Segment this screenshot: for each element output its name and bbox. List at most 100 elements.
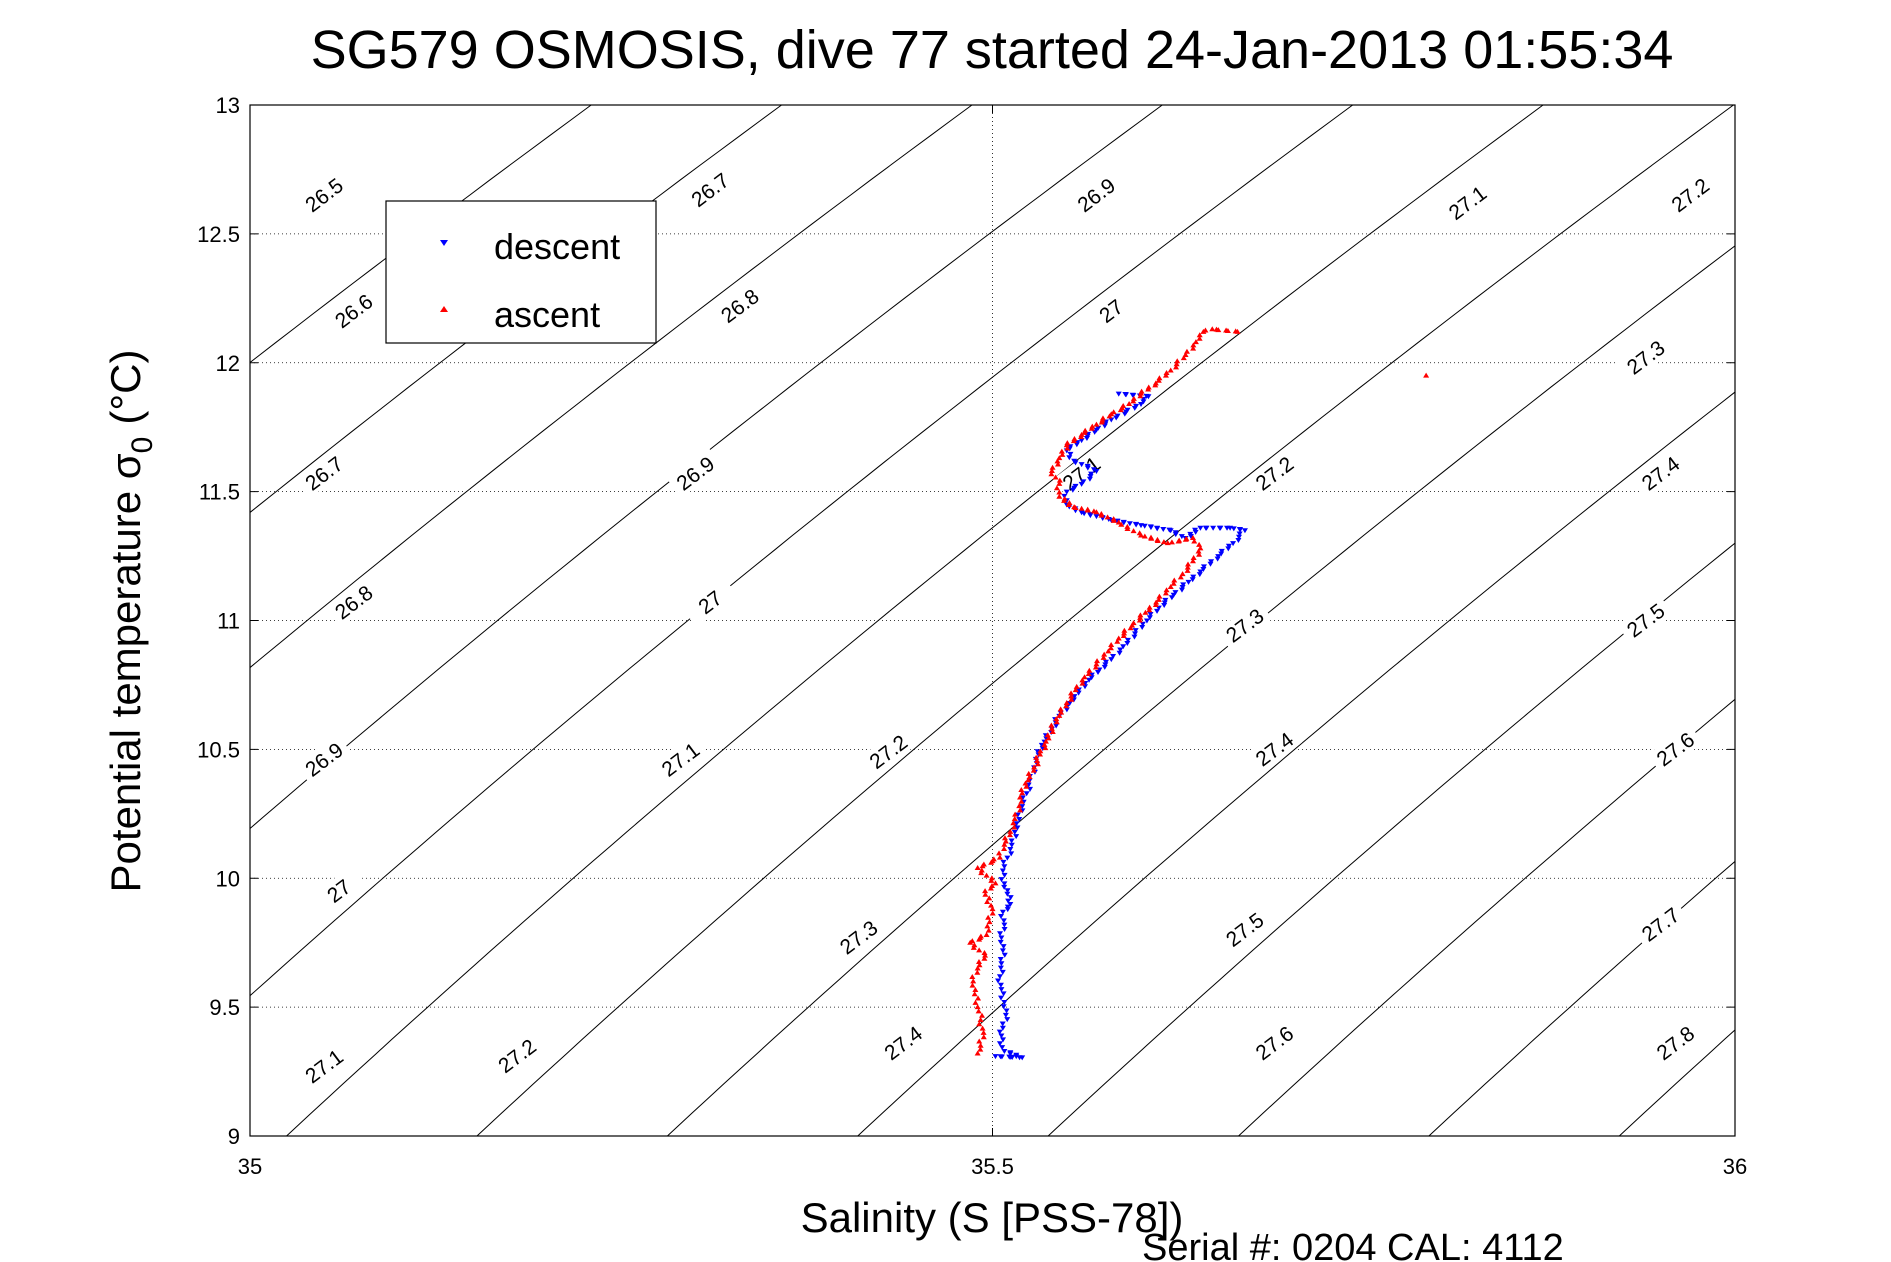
chart-title: SG579 OSMOSIS, dive 77 started 24-Jan-20… (311, 20, 1674, 80)
isopycnal-line (1047, 542, 1735, 1136)
ascent-point (1137, 393, 1144, 399)
descent-point (1008, 851, 1015, 857)
ascent-point (1002, 838, 1009, 844)
ascent-point (981, 955, 988, 961)
ascent-point (1053, 716, 1060, 722)
descent-point (1001, 864, 1008, 870)
ascent-point (1177, 574, 1184, 580)
ascent-point (1209, 326, 1216, 332)
ascent-point (1173, 364, 1180, 370)
descent-point (999, 969, 1006, 975)
descent-point (996, 974, 1003, 980)
descent-point (1131, 634, 1138, 640)
descent-point (1180, 582, 1187, 588)
ascent-point (1155, 377, 1162, 383)
descent-point (1086, 476, 1093, 482)
ascent-point (1041, 741, 1048, 747)
isopycnal-label-bg (295, 447, 352, 499)
ascent-point (1126, 400, 1133, 406)
ascent-point (1078, 431, 1085, 437)
descent-point (1197, 569, 1204, 575)
ascent-point (1184, 567, 1191, 573)
descent-point (1016, 816, 1023, 822)
isopycnal-line (285, 105, 1544, 1136)
descent-point (1192, 529, 1199, 535)
ascent-point (982, 891, 989, 897)
ascent-point (1054, 458, 1061, 464)
ascent-point (983, 872, 990, 878)
ascent-point (1130, 395, 1137, 401)
ascent-point (988, 877, 995, 883)
descent-point (1067, 444, 1074, 450)
descent-point (999, 1045, 1006, 1051)
ascent-point (1163, 587, 1170, 593)
isopycnal-line (250, 105, 592, 364)
descent-point (1001, 922, 1008, 928)
ascent-point (979, 1025, 986, 1031)
isopycnal-label-bg (488, 1030, 545, 1081)
ascent-point (1107, 645, 1114, 651)
ascent-point (1196, 541, 1203, 547)
ascent-point (1202, 327, 1209, 333)
ascent-point (1100, 654, 1107, 660)
isopycnal-label-bg (1082, 285, 1139, 336)
descent-point (1124, 407, 1131, 413)
ascent-point (1423, 372, 1430, 378)
ascent-point (982, 888, 989, 894)
ascent-point (1189, 535, 1196, 541)
ascent-point (1064, 440, 1071, 446)
descent-point (1004, 891, 1011, 897)
legend-ascent-label: ascent (494, 294, 600, 335)
y-axis-label-subscript: 0 (126, 437, 159, 454)
data-points (967, 326, 1430, 1061)
descent-point (998, 914, 1005, 920)
descent-point (1196, 572, 1203, 578)
descent-point (1071, 694, 1078, 700)
descent-point (1078, 438, 1085, 444)
y-tick-label: 10.5 (197, 737, 240, 762)
descent-point (1086, 677, 1093, 683)
ascent-point (1121, 627, 1128, 633)
ascent-point (1173, 361, 1180, 367)
descent-point (1210, 525, 1217, 531)
ascent-point (1019, 790, 1026, 796)
legend-ascent-marker (440, 306, 448, 312)
ascent-point (1190, 342, 1197, 348)
ascent-point (1114, 638, 1121, 644)
ascent-point (1033, 754, 1040, 760)
ascent-point (1068, 696, 1075, 702)
ascent-point (990, 856, 997, 862)
ascent-point (971, 942, 978, 948)
ascent-point (1156, 593, 1163, 599)
ascent-point (1170, 580, 1177, 586)
ascent-point (1068, 693, 1075, 699)
descent-point (1063, 707, 1070, 713)
x-tick-label: 36 (1723, 1154, 1747, 1179)
descent-point (1140, 399, 1147, 405)
isopycnal-label-bg (1053, 447, 1109, 499)
descent-point (1067, 451, 1074, 457)
ascent-point (1031, 764, 1038, 770)
descent-point (1172, 530, 1179, 536)
descent-point (1001, 1048, 1008, 1054)
ascent-point (1079, 677, 1086, 683)
descent-point (1088, 675, 1095, 681)
isopycnal-label-bg (295, 733, 352, 785)
ascent-point (1196, 335, 1203, 341)
ascent-point (1072, 687, 1079, 693)
ascent-point (1068, 690, 1075, 696)
isopycnal-label-bg (1632, 898, 1689, 950)
ascent-point (1025, 770, 1032, 776)
ascent-point (969, 974, 976, 980)
ascent-point (1034, 761, 1041, 767)
descent-point (1172, 590, 1179, 596)
descent-point (1004, 904, 1011, 910)
ascent-point (1034, 757, 1041, 763)
descent-point (1080, 479, 1087, 485)
isopycnal-label-bg (1246, 1017, 1303, 1068)
ascent-point (1056, 712, 1063, 718)
descent-point (1007, 902, 1014, 908)
ascent-point (1084, 506, 1091, 512)
y-tick-label: 11.5 (199, 480, 240, 505)
